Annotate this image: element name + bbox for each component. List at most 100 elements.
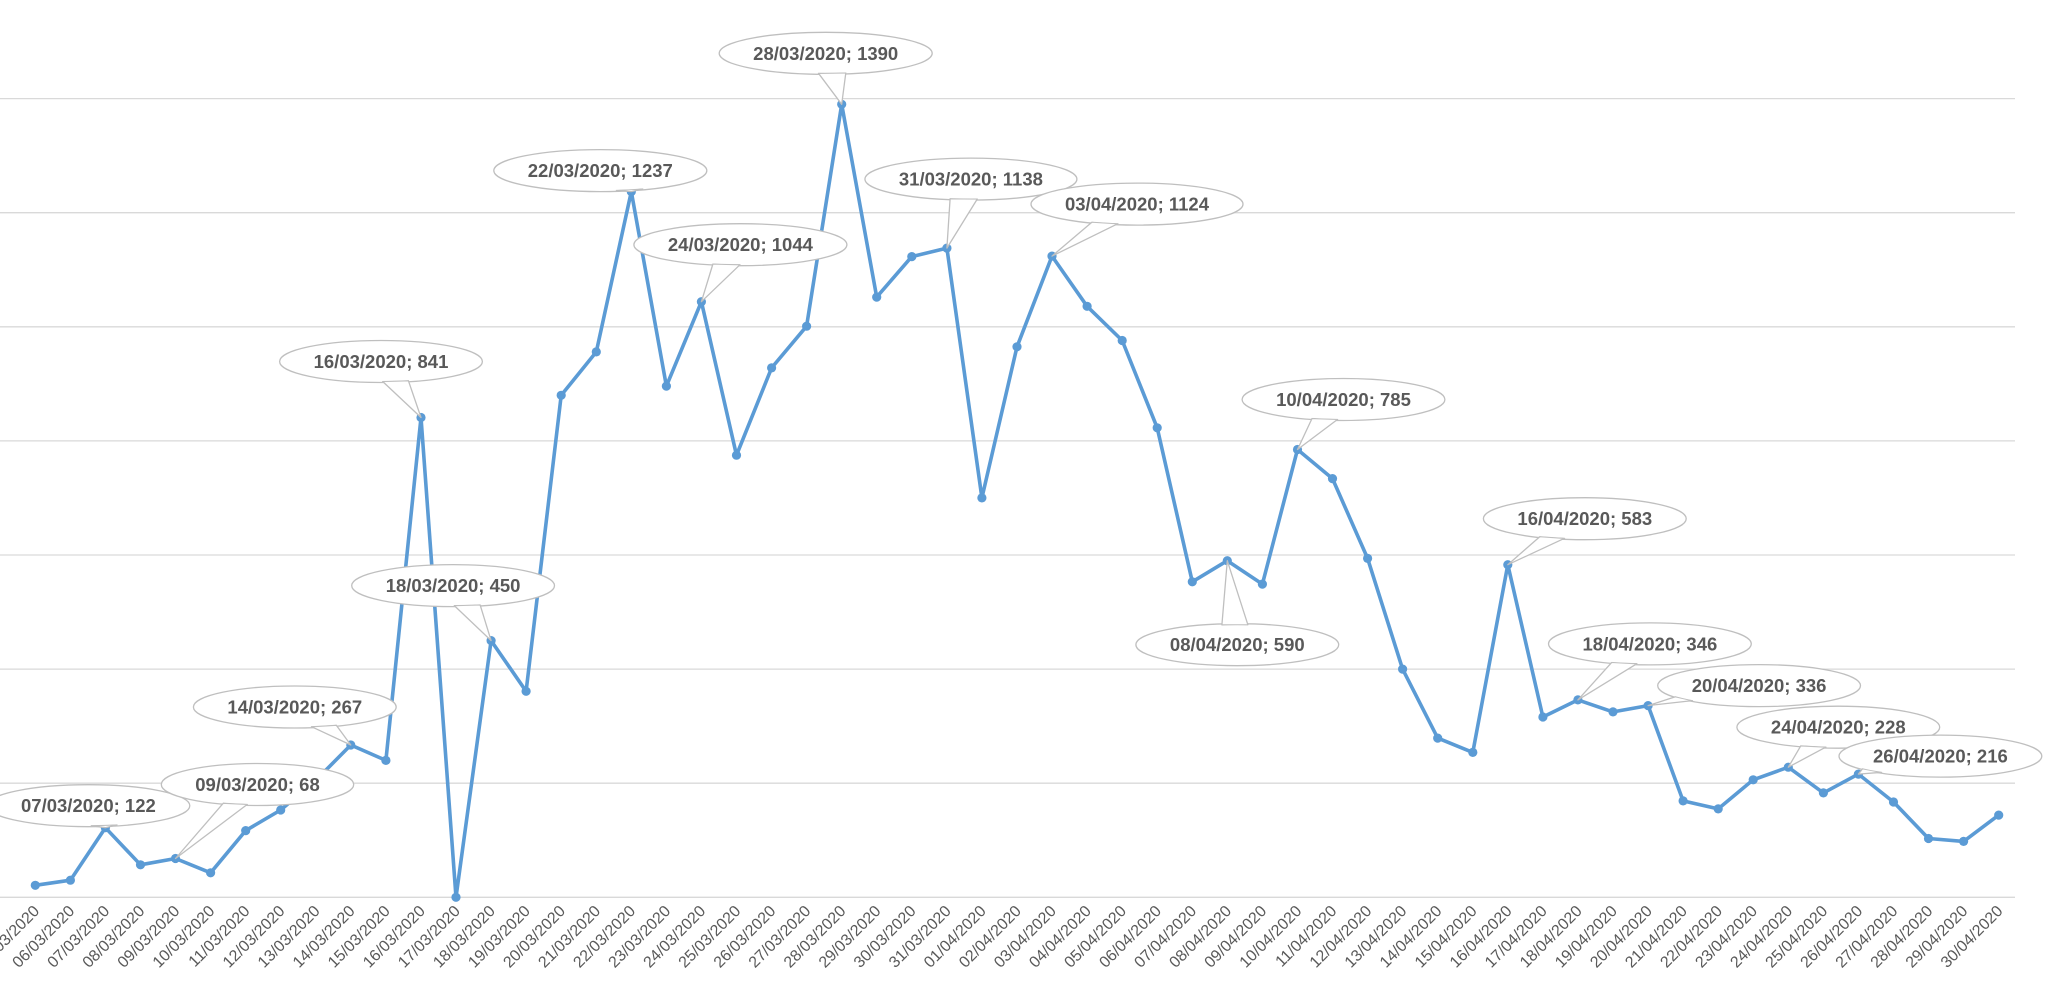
data-point bbox=[1818, 788, 1828, 798]
data-label-bubble-fill bbox=[1840, 736, 2041, 776]
data-label-bubble-fill bbox=[1032, 184, 1242, 224]
data-label-bubble-fill bbox=[495, 151, 706, 191]
data-label-pointer bbox=[382, 380, 422, 419]
data-label-text: 18/03/2020; 450 bbox=[386, 575, 521, 596]
data-point bbox=[1888, 797, 1899, 807]
data-point bbox=[1468, 747, 1478, 758]
data-point bbox=[30, 880, 40, 890]
data-label: 16/03/2020; 841 bbox=[278, 339, 484, 419]
data-label-pointer bbox=[1507, 535, 1566, 566]
data-label-pointer bbox=[700, 263, 741, 303]
data-label: 14/03/2020; 267 bbox=[192, 685, 397, 746]
data-label-bubble-fill bbox=[162, 765, 353, 804]
data-point bbox=[661, 381, 672, 391]
data-label: 16/04/2020; 583 bbox=[1482, 497, 1687, 566]
data-label-pointer bbox=[1577, 661, 1638, 701]
data-label-pointer bbox=[90, 824, 118, 829]
data-labels: 07/03/2020; 122 09/03/2020; 68 14/03/2020;… bbox=[0, 31, 2043, 860]
data-label-text: 07/03/2020; 122 bbox=[21, 795, 156, 816]
data-label-text: 14/03/2020; 267 bbox=[227, 696, 362, 717]
data-label: 22/03/2020; 1237 bbox=[493, 148, 708, 193]
data-label-bubble-fill bbox=[1550, 624, 1750, 664]
data-point bbox=[451, 892, 461, 902]
data-point bbox=[206, 868, 216, 878]
data-label-bubble-fill bbox=[0, 786, 189, 826]
data-label-text: 31/03/2020; 1138 bbox=[899, 169, 1043, 190]
data-label-text: 22/03/2020; 1237 bbox=[528, 160, 673, 181]
data-point bbox=[731, 450, 742, 460]
data-label-bubble-fill bbox=[281, 342, 481, 381]
data-label-bubble-fill bbox=[353, 566, 553, 605]
data-point bbox=[1257, 579, 1267, 589]
data-label: 18/03/2020; 450 bbox=[351, 563, 556, 642]
data-point bbox=[1398, 664, 1408, 674]
data-label-text: 10/04/2020; 785 bbox=[1276, 389, 1411, 410]
data-point bbox=[65, 875, 75, 885]
data-label-pointer bbox=[453, 604, 492, 642]
data-point bbox=[241, 826, 251, 836]
data-label-text: 24/03/2020; 1044 bbox=[668, 234, 814, 255]
data-point bbox=[1748, 775, 1758, 785]
data-point bbox=[1678, 796, 1688, 806]
data-point bbox=[276, 805, 286, 815]
data-label-bubble-fill bbox=[1137, 625, 1338, 665]
data-point bbox=[381, 755, 391, 766]
data-label-pointer bbox=[1787, 745, 1827, 768]
data-label-pointer bbox=[615, 188, 644, 193]
data-label-bubble-fill bbox=[194, 687, 395, 727]
data-label: 28/03/2020; 1390 bbox=[718, 31, 933, 105]
data-point bbox=[591, 347, 601, 357]
data-label-bubble-fill bbox=[720, 33, 931, 73]
data-label: 07/03/2020; 122 bbox=[0, 784, 191, 829]
data-label-bubble-fill bbox=[635, 225, 846, 265]
data-point bbox=[1082, 301, 1092, 311]
data-label: 09/03/2020; 68 bbox=[160, 762, 355, 860]
data-label-text: 28/03/2020; 1390 bbox=[753, 43, 898, 64]
data-point bbox=[1538, 712, 1548, 722]
data-point bbox=[1012, 342, 1022, 352]
data-label-pointer bbox=[1051, 221, 1119, 257]
data-label-text: 08/04/2020; 590 bbox=[1170, 634, 1305, 655]
data-point bbox=[1117, 335, 1127, 346]
data-point bbox=[521, 686, 531, 696]
data-label: 10/04/2020; 785 bbox=[1241, 377, 1446, 451]
data-point bbox=[1994, 810, 2004, 820]
data-label: 18/04/2020; 346 bbox=[1547, 622, 1752, 701]
data-label: 03/04/2020; 1124 bbox=[1030, 182, 1244, 257]
data-label-pointer bbox=[817, 72, 847, 105]
data-point bbox=[907, 252, 917, 262]
data-label-bubble-fill bbox=[866, 159, 1076, 199]
data-point bbox=[1608, 707, 1618, 717]
data-label-pointer bbox=[174, 802, 248, 860]
data-label: 26/04/2020; 216 bbox=[1838, 734, 2043, 778]
data-point bbox=[1152, 423, 1162, 433]
data-point bbox=[1363, 553, 1373, 564]
data-label: 08/04/2020; 590 bbox=[1135, 560, 1340, 667]
x-axis-tick-labels: 05/03/202006/03/202007/03/202008/03/2020… bbox=[0, 903, 2007, 972]
data-label-pointer bbox=[1296, 417, 1339, 451]
data-label: 20/04/2020; 336 bbox=[1647, 663, 1862, 708]
data-label-pointer bbox=[310, 724, 352, 746]
data-label-bubble-fill bbox=[1738, 707, 1939, 747]
data-point bbox=[1959, 836, 1969, 847]
data-point bbox=[1433, 733, 1443, 743]
data-point bbox=[135, 860, 146, 870]
data-label-text: 03/04/2020; 1124 bbox=[1065, 194, 1210, 215]
data-label-pointer bbox=[1221, 560, 1249, 626]
data-label-bubble-fill bbox=[1243, 380, 1444, 419]
data-point bbox=[1187, 577, 1197, 587]
data-label-pointer bbox=[946, 198, 978, 249]
data-label: 31/03/2020; 1138 bbox=[864, 157, 1078, 249]
data-label: 24/03/2020; 1044 bbox=[633, 223, 848, 303]
data-point bbox=[1923, 833, 1934, 844]
data-point bbox=[802, 321, 812, 331]
data-label-text: 20/04/2020; 336 bbox=[1692, 675, 1827, 696]
data-label-pointer bbox=[1647, 696, 1694, 707]
data-label-text: 18/04/2020; 346 bbox=[1583, 633, 1718, 654]
data-point bbox=[767, 363, 777, 373]
data-label-pointer bbox=[1857, 768, 1883, 775]
data-label-text: 16/04/2020; 583 bbox=[1517, 508, 1652, 529]
data-point bbox=[872, 292, 882, 302]
data-point bbox=[977, 493, 987, 503]
data-point bbox=[1327, 474, 1338, 484]
